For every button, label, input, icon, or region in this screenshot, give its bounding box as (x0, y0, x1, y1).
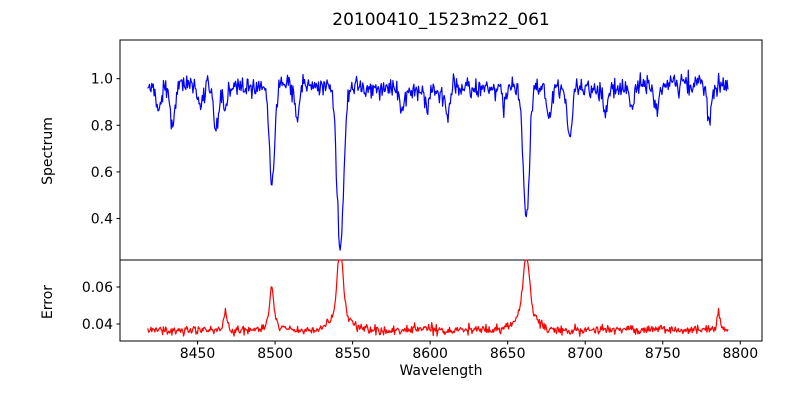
x-tick-label: 8650 (490, 346, 526, 362)
x-tick-label: 8600 (412, 346, 448, 362)
x-tick-label: 8700 (567, 346, 603, 362)
spectrum-y-tick-label: 1.0 (91, 72, 113, 88)
spectrum-axes-frame (119, 39, 763, 261)
error-series (147, 259, 729, 337)
spectrum-series (147, 69, 729, 251)
error-y-tick-label: 0.04 (82, 317, 113, 333)
x-tick-label: 8800 (722, 346, 758, 362)
wavelength-axis-label: Wavelength (399, 363, 483, 379)
x-tick-label: 8550 (335, 346, 371, 362)
error-axes-frame (119, 259, 763, 342)
chart-title: 20100410_1523m22_061 (332, 10, 550, 30)
x-tick-label: 8450 (180, 346, 216, 362)
x-tick-label: 8750 (645, 346, 681, 362)
spectrum-y-tick-label: 0.8 (91, 118, 113, 134)
error-y-tick-label: 0.06 (82, 280, 113, 296)
spectrum-y-tick-label: 0.4 (91, 212, 113, 228)
x-tick-label: 8500 (257, 346, 293, 362)
spectrum-y-tick-label: 0.6 (91, 165, 113, 181)
